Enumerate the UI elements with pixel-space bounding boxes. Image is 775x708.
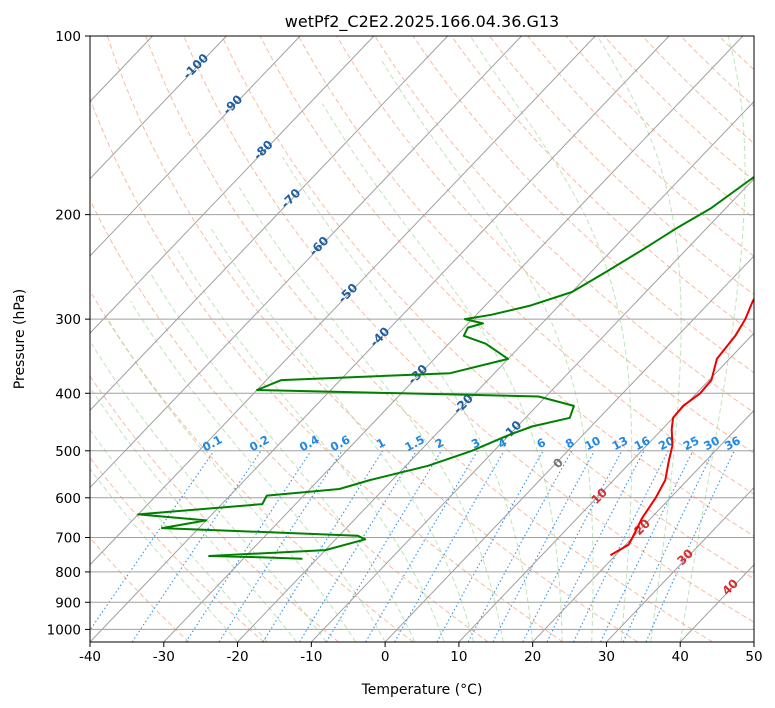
profiles bbox=[137, 175, 754, 560]
dry-adiabat bbox=[336, 36, 754, 454]
y-tick-label: 500 bbox=[55, 444, 81, 460]
x-tick-label: 50 bbox=[745, 649, 762, 665]
x-tick-label: -30 bbox=[153, 649, 175, 665]
mixing-ratio-line bbox=[622, 450, 714, 642]
isotherm bbox=[90, 36, 301, 257]
y-axis-label: Pressure (hPa) bbox=[12, 289, 28, 389]
isotherm bbox=[237, 100, 754, 642]
moist-adiabat bbox=[596, 36, 682, 642]
y-axis: 100 200 300 400 500 600 700 800 900 1000 bbox=[47, 29, 90, 638]
x-tick-label: 20 bbox=[524, 649, 541, 665]
isotherm bbox=[90, 36, 522, 489]
dry-adiabat bbox=[221, 36, 754, 580]
dry-adiabat bbox=[259, 36, 754, 537]
x-tick-label: -10 bbox=[300, 649, 322, 665]
isotherm bbox=[163, 36, 744, 642]
isotherm bbox=[532, 409, 754, 642]
isotherm bbox=[90, 36, 596, 566]
mixing-ratio-line bbox=[365, 450, 479, 642]
isotherm bbox=[90, 36, 670, 642]
y-tick-label: 800 bbox=[55, 565, 81, 581]
dewpoint-profile bbox=[137, 175, 754, 560]
moist-adiabat bbox=[149, 271, 416, 642]
moist-adiabat bbox=[238, 187, 504, 642]
mixing-ratio-line bbox=[436, 450, 544, 642]
moist-adiabat bbox=[130, 301, 386, 642]
isotherm bbox=[90, 36, 375, 334]
moist-adiabat bbox=[282, 156, 534, 642]
moist-adiabat bbox=[469, 36, 633, 642]
x-axis: -40 -30 -20 -10 0 10 20 30 40 50 bbox=[79, 642, 763, 665]
mixing-ratio-line bbox=[394, 450, 505, 642]
isotherm bbox=[384, 255, 754, 642]
y-tick-label: 400 bbox=[55, 386, 81, 402]
mixing-ratio-line bbox=[299, 450, 417, 642]
moist-adiabat bbox=[321, 103, 563, 642]
mixing-ratio-line bbox=[262, 450, 384, 642]
mixing-ratio-line bbox=[90, 450, 215, 631]
y-tick-label: 900 bbox=[55, 595, 81, 611]
x-tick-label: 30 bbox=[598, 649, 615, 665]
y-tick-label: 300 bbox=[55, 312, 81, 328]
moist-adiabat bbox=[177, 250, 445, 642]
isotherm bbox=[310, 177, 754, 642]
x-tick-label: -20 bbox=[227, 649, 249, 665]
moist-adiabat bbox=[107, 318, 357, 642]
moist-adiabat bbox=[209, 226, 475, 642]
dry-adiabat bbox=[297, 36, 754, 495]
dry-adiabat bbox=[90, 289, 414, 642]
dry-adiabat bbox=[489, 36, 754, 296]
mixing-ratio-label: 10 bbox=[582, 433, 603, 453]
plot-frame bbox=[89, 35, 755, 643]
y-tick-label: 100 bbox=[55, 29, 81, 45]
dry-adiabat bbox=[90, 97, 564, 642]
isotherm bbox=[606, 486, 754, 642]
moist-adiabat bbox=[679, 36, 746, 642]
y-tick-label: 1000 bbox=[47, 622, 81, 638]
x-tick-label: 10 bbox=[450, 649, 467, 665]
x-tick-label: 0 bbox=[381, 649, 390, 665]
dry-adiabat bbox=[374, 36, 754, 414]
mixing-ratio-line bbox=[131, 450, 262, 642]
x-axis-label: Temperature (°C) bbox=[361, 682, 483, 698]
mixing-ratio-label: 30 bbox=[701, 433, 722, 453]
mixing-ratio-line bbox=[645, 450, 735, 642]
dry-adiabat bbox=[90, 456, 265, 642]
isotherm bbox=[90, 36, 227, 180]
isotherm bbox=[90, 36, 449, 412]
dry-adiabat bbox=[183, 36, 754, 623]
x-tick-label: 40 bbox=[672, 649, 689, 665]
moist-adiabat bbox=[381, 60, 594, 642]
mixing-ratio-line bbox=[467, 450, 573, 642]
dry-adiabat bbox=[90, 536, 190, 642]
dry-adiabat bbox=[412, 36, 754, 374]
isotherm bbox=[458, 332, 754, 642]
mixing-ratio-line bbox=[325, 450, 442, 642]
y-tick-label: 200 bbox=[55, 208, 81, 224]
mixing-ratio-line bbox=[492, 450, 595, 642]
mixing-ratio-label: 36 bbox=[722, 433, 743, 453]
background-lines bbox=[90, 36, 754, 642]
mixing-ratio-label: 13 bbox=[610, 433, 631, 453]
y-tick-label: 700 bbox=[55, 531, 81, 547]
mixing-ratio-label: 25 bbox=[681, 433, 702, 453]
moist-adiabat bbox=[91, 343, 327, 642]
dry-adiabat bbox=[603, 36, 754, 182]
chart-title: wetPf2_C2E2.2025.166.04.36.G13 bbox=[285, 12, 559, 32]
temperature-profile bbox=[609, 297, 754, 557]
y-tick-label: 600 bbox=[55, 491, 81, 507]
mixing-ratio-line bbox=[218, 450, 343, 642]
dry-adiabat bbox=[527, 36, 754, 257]
x-tick-label: -40 bbox=[79, 649, 101, 665]
mixing-ratio-label: 16 bbox=[632, 433, 653, 453]
mixing-ratio-line bbox=[600, 450, 694, 642]
dry-adiabat bbox=[106, 36, 639, 642]
